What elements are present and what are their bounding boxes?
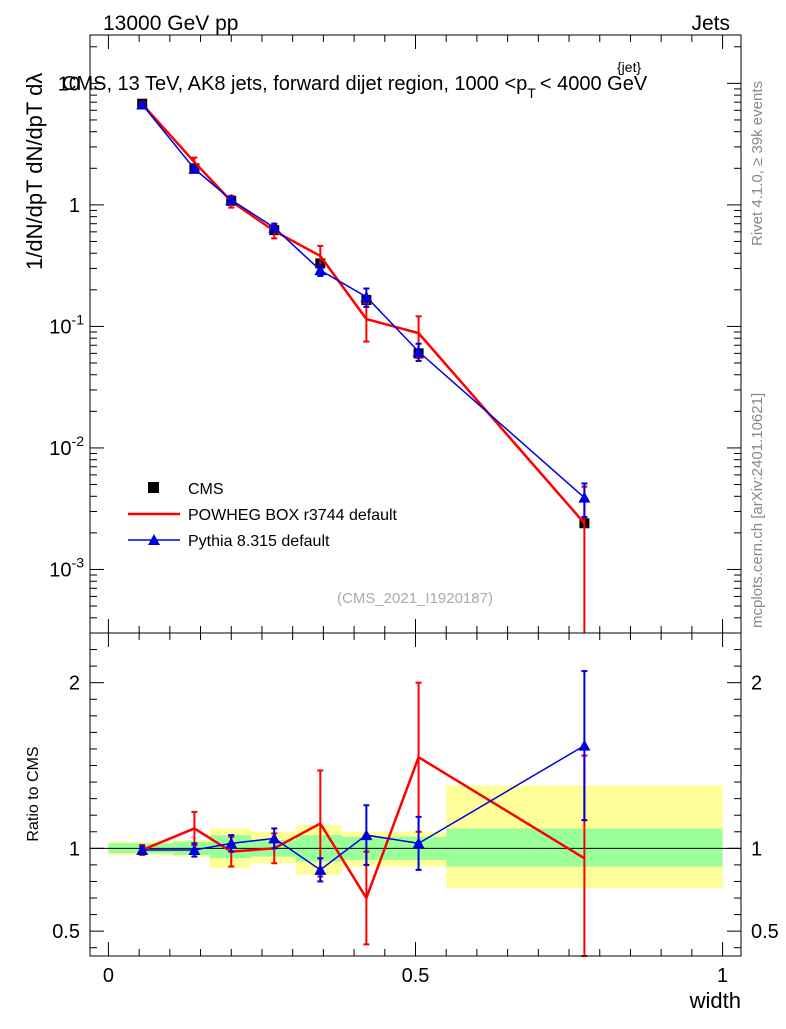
ratio-y-tick-label-right: 0.5 (751, 921, 779, 943)
marker-pythia (188, 162, 201, 174)
x-axis-label: width (689, 988, 741, 1013)
legend-marker-cms (148, 482, 159, 493)
legend: CMS POWHEG BOX r3744 default Pythia 8.315 … (128, 481, 398, 550)
series-line-powheg (141, 103, 586, 525)
ratio-line-powheg (141, 755, 586, 901)
category-label: Jets (691, 12, 730, 35)
title-main: CMS, 13 TeV, AK8 jets, forward dijet reg… (62, 73, 527, 95)
y-tick-label: 10-2 (49, 433, 84, 460)
analysis-id: (CMS_2021_I1920187) (337, 590, 493, 607)
y-label-main: 1/dN/dpT dN/dpT dλ (22, 73, 47, 270)
marker-pythia (314, 264, 327, 276)
marker-pythia (578, 491, 591, 503)
ratio-y-tick-label: 0.5 (52, 921, 80, 943)
mcplots-label: mcplots.cern.ch [arXiv:2401.10621] (749, 393, 766, 628)
y-label-ratio: Ratio to CMS (25, 746, 42, 841)
ratio-marker-pythia (188, 843, 201, 855)
title-sub: T (527, 85, 536, 101)
plot-title: CMS, 13 TeV, AK8 jets, forward dijet reg… (62, 59, 648, 101)
main-panel: 10-3 10-2 10-1 1 10 (49, 34, 742, 634)
marker-pythia (136, 98, 149, 110)
ratio-marker-pythia (360, 829, 373, 841)
ratio-y-tick-label: 1 (69, 838, 80, 860)
marker-pythia (268, 221, 281, 233)
marker-pythia (225, 193, 238, 205)
svg-text:CMS, 13 TeV, AK8 jets, forward: CMS, 13 TeV, AK8 jets, forward dijet reg… (62, 73, 648, 101)
x-tick-label: 0.5 (402, 965, 430, 987)
x-tick-label: 1 (717, 965, 728, 987)
ratio-line-pythia (142, 744, 585, 871)
title-end: < 4000 GeV (540, 73, 648, 95)
legend-label-powheg: POWHEG BOX r3744 default (188, 507, 398, 524)
ratio-marker-pythia (268, 832, 281, 844)
y-tick-label: 10 (58, 73, 80, 95)
legend-label-data: CMS (188, 481, 224, 498)
ratio-marker-pythia (136, 843, 149, 855)
y-tick-label: 10-3 (49, 554, 84, 581)
y-tick-label: 1 (69, 195, 80, 217)
legend-marker-pythia (148, 534, 160, 545)
x-tick-label: 0 (103, 965, 114, 987)
energy-label: 13000 GeV pp (103, 12, 238, 35)
legend-label-pythia: Pythia 8.315 default (188, 533, 330, 550)
marker-pythia (360, 290, 373, 302)
ratio-marker-pythia (578, 739, 591, 751)
y-tick-label: 10-1 (49, 311, 84, 338)
ratio-panel: 0.5 0.5 1 1 2 2 (52, 632, 779, 957)
rivet-label: Rivet 4.1.0, ≥ 39k events (749, 81, 766, 246)
ratio-y-tick-label-right: 2 (751, 673, 762, 695)
ratio-marker-pythia (412, 837, 425, 849)
ratio-marker-pythia (314, 863, 327, 875)
ratio-y-tick-label: 2 (69, 673, 80, 695)
main-y-axis-label: 1/dN/dpT dN/dpT dλ (22, 73, 47, 270)
marker-pythia (412, 345, 425, 357)
ratio-y-tick-label-right: 1 (751, 838, 762, 860)
title-sup: {jet} (617, 59, 641, 75)
ratio-marker-pythia (225, 837, 238, 849)
series-line-pythia (141, 104, 585, 499)
